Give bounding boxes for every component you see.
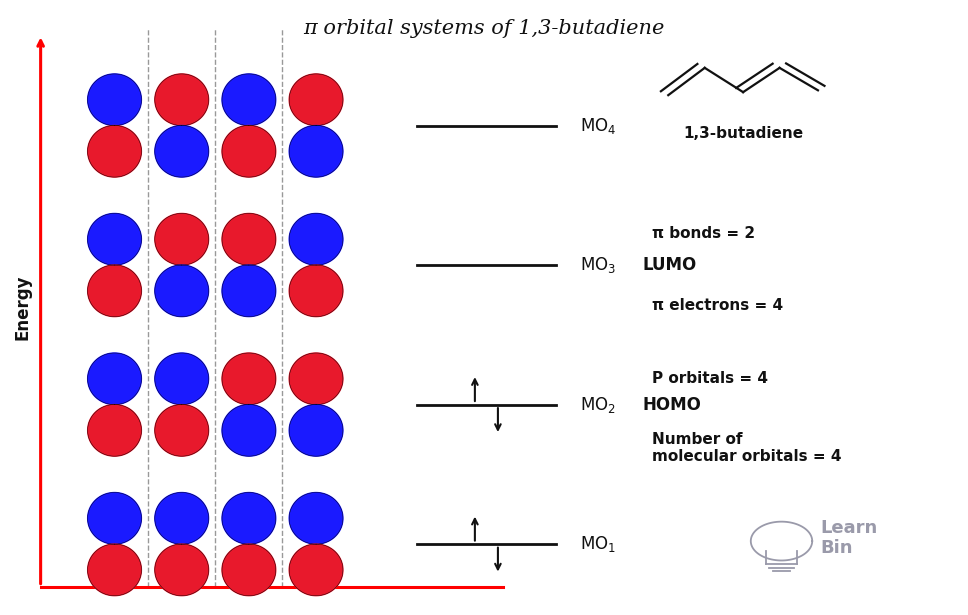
Text: π orbital systems of 1,3-butadiene: π orbital systems of 1,3-butadiene — [303, 19, 665, 38]
Text: Learn
Bin: Learn Bin — [820, 519, 877, 557]
Text: HOMO: HOMO — [643, 395, 701, 413]
Polygon shape — [222, 74, 276, 125]
Polygon shape — [155, 265, 208, 317]
Text: MO$_3$: MO$_3$ — [580, 255, 616, 275]
Polygon shape — [289, 405, 343, 456]
Polygon shape — [222, 353, 276, 405]
Text: MO$_1$: MO$_1$ — [580, 534, 616, 554]
Text: MO$_4$: MO$_4$ — [580, 116, 617, 135]
Polygon shape — [289, 265, 343, 317]
Polygon shape — [222, 213, 276, 265]
Polygon shape — [88, 353, 141, 405]
Text: MO$_2$: MO$_2$ — [580, 395, 616, 415]
Polygon shape — [155, 544, 208, 596]
Polygon shape — [88, 265, 141, 317]
Polygon shape — [88, 544, 141, 596]
Polygon shape — [88, 125, 141, 177]
Polygon shape — [222, 265, 276, 317]
Polygon shape — [289, 544, 343, 596]
Polygon shape — [289, 125, 343, 177]
Polygon shape — [222, 544, 276, 596]
Polygon shape — [222, 405, 276, 456]
Polygon shape — [88, 213, 141, 265]
Polygon shape — [222, 493, 276, 544]
Text: Number of
molecular orbitals = 4: Number of molecular orbitals = 4 — [651, 432, 841, 464]
Polygon shape — [88, 74, 141, 125]
Text: π bonds = 2: π bonds = 2 — [651, 226, 755, 240]
Text: π electrons = 4: π electrons = 4 — [651, 298, 783, 314]
Text: Energy: Energy — [14, 275, 32, 340]
Polygon shape — [88, 493, 141, 544]
Text: LUMO: LUMO — [643, 256, 697, 274]
Polygon shape — [222, 125, 276, 177]
Polygon shape — [289, 213, 343, 265]
Text: 1,3-butadiene: 1,3-butadiene — [683, 125, 803, 140]
Polygon shape — [155, 493, 208, 544]
Polygon shape — [289, 74, 343, 125]
Polygon shape — [88, 405, 141, 456]
Polygon shape — [155, 213, 208, 265]
Text: P orbitals = 4: P orbitals = 4 — [651, 371, 768, 386]
Polygon shape — [155, 125, 208, 177]
Polygon shape — [289, 493, 343, 544]
Polygon shape — [289, 353, 343, 405]
Polygon shape — [155, 405, 208, 456]
Polygon shape — [155, 74, 208, 125]
Polygon shape — [155, 353, 208, 405]
